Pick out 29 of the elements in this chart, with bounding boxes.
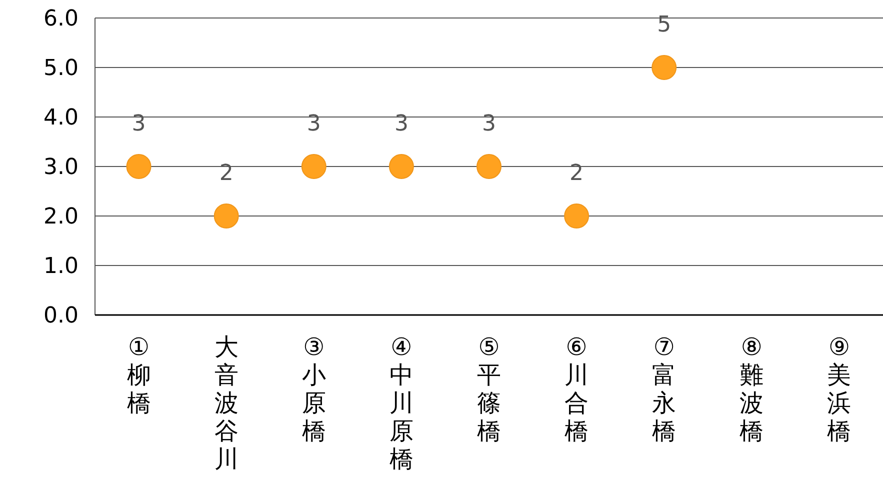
y-tick-label: 1.0 (44, 254, 78, 280)
y-tick-label: 4.0 (44, 106, 78, 131)
data-label: 3 (132, 112, 146, 136)
x-tick-label: ④中川原橋 (389, 333, 414, 473)
x-tick-label: 大音波谷川 (214, 333, 238, 473)
point (564, 204, 590, 228)
y-tick-label: 3.0 (44, 155, 78, 180)
point (652, 55, 677, 80)
y-tick-label: 2.0 (44, 204, 78, 230)
x-tick-label: ⑧難波橋 (740, 333, 764, 445)
data-label: 5 (657, 12, 672, 38)
point (476, 154, 502, 179)
point (126, 154, 152, 179)
x-tick-label: ①柳橋 (126, 333, 151, 417)
point (388, 154, 414, 179)
x-tick-label: ⑨美浜橋 (827, 333, 852, 445)
x-tick-label: ⑥川合橋 (564, 333, 589, 445)
data-label: 3 (306, 112, 321, 136)
data-label: 2 (219, 161, 234, 186)
point (214, 204, 239, 228)
x-tick-label: ⑤平篠橋 (477, 333, 501, 445)
data-label: 3 (394, 112, 408, 136)
x-tick-label: ③小原橋 (302, 333, 326, 445)
point (301, 154, 326, 179)
y-tick-label: 5.0 (44, 56, 78, 82)
data-label: 3 (482, 112, 496, 136)
y-tick-label: 6.0 (44, 6, 78, 32)
y-tick-label: 0.0 (44, 304, 78, 329)
x-tick-label: ⑦富永橋 (652, 333, 676, 445)
